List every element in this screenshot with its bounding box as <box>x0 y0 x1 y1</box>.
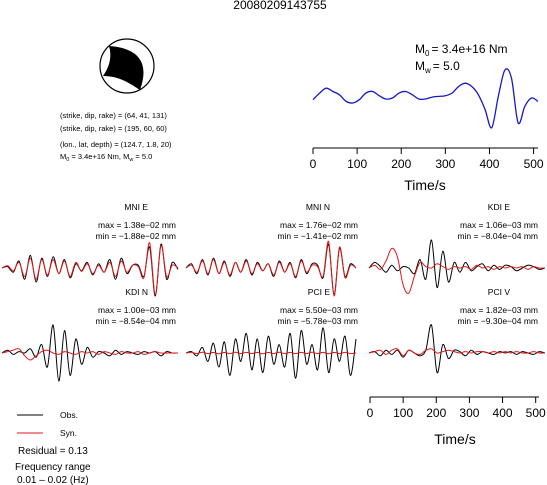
station-label: MNI N <box>306 202 330 212</box>
synthetic-trace <box>185 351 357 355</box>
stf-tick-label: 400 <box>479 157 499 171</box>
synthetic-trace <box>185 240 357 297</box>
max-amplitude-label: max = 1.06e−03 mm <box>460 220 538 230</box>
stf-x-axis: 0 100 200 300 400 500 <box>310 147 544 171</box>
stf-x-axis-label: Time/s <box>404 177 445 193</box>
source-time-function-panel: M0 = 3.4e+16 Nm Mw = 5.0 0 100 200 300 400 500 … <box>310 42 544 193</box>
waveform-x-axis-label: Time/s <box>434 431 475 447</box>
max-amplitude-label: max = 1.82e−03 mm <box>460 305 538 315</box>
synthetic-trace <box>368 348 546 357</box>
observed-trace <box>368 239 546 289</box>
min-amplitude-label: min = −8.54e−04 mm <box>95 316 176 326</box>
synthetic-trace <box>1 348 178 361</box>
observed-trace <box>185 327 357 379</box>
min-amplitude-label: min = −5.78e−03 mm <box>277 316 358 326</box>
max-amplitude-label: max = 1.38e−02 mm <box>98 220 176 230</box>
stf-tick-label: 100 <box>347 157 367 171</box>
min-amplitude-label: min = −9.30e−04 mm <box>457 316 538 326</box>
moment-summary: M0 = 3.4e+16 Nm, Mw = 5.0 <box>60 152 152 163</box>
max-amplitude-label: max = 1.76e−02 mm <box>280 220 358 230</box>
wave-tick-label: 0 <box>367 406 374 420</box>
wave-tick-label: 300 <box>459 406 479 420</box>
hypocenter-location: (lon., lat, depth) = (124.7, 1.8, 20) <box>60 140 172 149</box>
legend-syn-label: Syn. <box>60 428 77 438</box>
station-label: MNI E <box>124 202 148 212</box>
beachball <box>99 38 155 94</box>
wave-tick-label: 500 <box>526 406 546 420</box>
observed-trace <box>1 324 179 382</box>
station-label: KDI E <box>488 202 511 212</box>
stf-tick-label: 500 <box>524 157 544 171</box>
station-label: KDI N <box>125 287 148 297</box>
min-amplitude-label: min = −1.88e−02 mm <box>95 231 176 241</box>
station-label: PCI V <box>488 287 511 297</box>
beachball-compressional-quadrant <box>103 46 144 90</box>
frequency-range-value: 0.01 – 0.02 (Hz) <box>17 475 89 485</box>
stf-tick-label: 200 <box>391 157 411 171</box>
waveform-x-axis: 0 100 200 300 400 500 <box>367 396 546 420</box>
moment-m0-label: M0 = 3.4e+16 Nm <box>415 42 508 58</box>
legend-obs-label: Obs. <box>60 410 78 420</box>
max-amplitude-label: max = 5.50e−03 mm <box>280 305 358 315</box>
synthetic-trace <box>368 247 546 294</box>
max-amplitude-label: max = 1.00e−03 mm <box>98 305 176 315</box>
legend: Obs. Syn. Residual = 0.13 Frequency rang… <box>15 410 91 485</box>
station-label: PCI E <box>308 287 331 297</box>
wave-tick-label: 400 <box>493 406 513 420</box>
frequency-range-title: Frequency range <box>15 462 91 473</box>
observed-trace <box>368 324 546 374</box>
synthetic-trace <box>1 242 179 296</box>
min-amplitude-label: min = −1.41e−02 mm <box>277 231 358 241</box>
stf-tick-label: 0 <box>310 157 317 171</box>
figure-title: 20080209143755 <box>233 0 327 12</box>
wave-tick-label: 200 <box>426 406 446 420</box>
residual-label: Residual = 0.13 <box>18 446 88 457</box>
nodal-plane-1: (strike, dip, rake) = (64, 41, 131) <box>60 111 167 120</box>
nodal-plane-2: (strike, dip, rake) = (195, 60, 60) <box>60 124 167 133</box>
wave-tick-label: 100 <box>393 406 413 420</box>
stf-tick-label: 300 <box>435 157 455 171</box>
min-amplitude-label: min = −8.04e−04 mm <box>457 231 538 241</box>
source-info: (strike, dip, rake) = (64, 41, 131) (str… <box>60 111 172 163</box>
moment-mw-label: Mw = 5.0 <box>415 59 460 75</box>
source-time-function-line <box>312 68 539 129</box>
